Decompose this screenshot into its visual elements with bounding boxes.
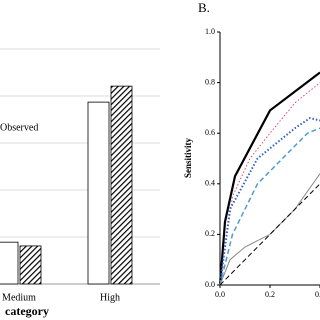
panel-label: B. [198,0,210,15]
x-tick-label: High [100,292,120,303]
x-tick-label: 0.2 [265,290,275,299]
roc-curve [219,82,320,286]
bar [87,101,110,285]
x-tick-label: Medium [2,292,36,303]
x-tick-label: 0.0 [215,290,225,299]
roc-curve [219,173,320,286]
bar [19,245,42,285]
y-tick-label: 1.0 [205,27,215,36]
roc-curve [218,71,320,286]
roc-curve [219,127,320,286]
y-tick-label: 0.2 [205,229,215,238]
y-tick-label: 0.0 [205,280,215,289]
y-tick-label: 0.6 [205,128,215,137]
x-tick-label: 0.4 [315,290,320,299]
legend-label: Observed [0,122,38,133]
y-axis-label: Sensitivity [183,138,193,179]
x-axis-label: category [5,304,49,318]
roc-curve [219,116,320,286]
bar [0,241,19,285]
y-tick-label: 0.4 [205,179,215,188]
bar [110,85,133,285]
y-tick-label: 0.8 [205,77,215,86]
